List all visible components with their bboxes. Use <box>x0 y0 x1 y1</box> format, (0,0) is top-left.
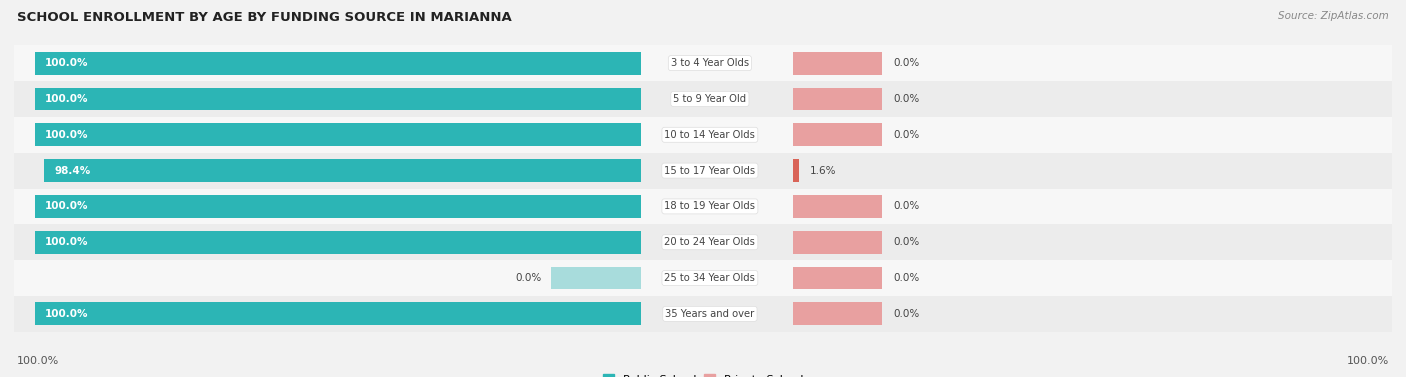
FancyBboxPatch shape <box>35 195 641 218</box>
Text: 0.0%: 0.0% <box>893 130 920 140</box>
Text: 1.6%: 1.6% <box>810 166 837 176</box>
FancyBboxPatch shape <box>793 87 882 110</box>
Text: SCHOOL ENROLLMENT BY AGE BY FUNDING SOURCE IN MARIANNA: SCHOOL ENROLLMENT BY AGE BY FUNDING SOUR… <box>17 11 512 24</box>
Text: 0.0%: 0.0% <box>893 94 920 104</box>
FancyBboxPatch shape <box>35 52 641 75</box>
Text: 100.0%: 100.0% <box>45 201 87 211</box>
Text: 0.0%: 0.0% <box>893 273 920 283</box>
Text: 15 to 17 Year Olds: 15 to 17 Year Olds <box>664 166 755 176</box>
Text: 20 to 24 Year Olds: 20 to 24 Year Olds <box>665 237 755 247</box>
Text: 98.4%: 98.4% <box>53 166 90 176</box>
Text: 100.0%: 100.0% <box>45 58 87 68</box>
FancyBboxPatch shape <box>793 159 799 182</box>
Text: 100.0%: 100.0% <box>1347 356 1389 366</box>
Legend: Public School, Private School: Public School, Private School <box>598 370 808 377</box>
FancyBboxPatch shape <box>35 87 641 110</box>
Text: 0.0%: 0.0% <box>893 237 920 247</box>
FancyBboxPatch shape <box>35 302 641 325</box>
FancyBboxPatch shape <box>793 123 882 146</box>
Text: 10 to 14 Year Olds: 10 to 14 Year Olds <box>665 130 755 140</box>
FancyBboxPatch shape <box>14 117 1392 153</box>
Text: Source: ZipAtlas.com: Source: ZipAtlas.com <box>1278 11 1389 21</box>
FancyBboxPatch shape <box>35 123 641 146</box>
FancyBboxPatch shape <box>14 45 1392 81</box>
Text: 100.0%: 100.0% <box>45 309 87 319</box>
FancyBboxPatch shape <box>793 52 882 75</box>
Text: 0.0%: 0.0% <box>893 58 920 68</box>
FancyBboxPatch shape <box>551 267 641 290</box>
FancyBboxPatch shape <box>793 302 882 325</box>
FancyBboxPatch shape <box>45 159 641 182</box>
FancyBboxPatch shape <box>14 81 1392 117</box>
FancyBboxPatch shape <box>793 267 882 290</box>
Text: 5 to 9 Year Old: 5 to 9 Year Old <box>673 94 747 104</box>
Text: 0.0%: 0.0% <box>893 309 920 319</box>
Text: 100.0%: 100.0% <box>45 237 87 247</box>
FancyBboxPatch shape <box>14 153 1392 188</box>
FancyBboxPatch shape <box>14 260 1392 296</box>
FancyBboxPatch shape <box>14 188 1392 224</box>
Text: 25 to 34 Year Olds: 25 to 34 Year Olds <box>665 273 755 283</box>
FancyBboxPatch shape <box>793 231 882 254</box>
FancyBboxPatch shape <box>14 224 1392 260</box>
FancyBboxPatch shape <box>14 296 1392 332</box>
Text: 35 Years and over: 35 Years and over <box>665 309 755 319</box>
Text: 0.0%: 0.0% <box>893 201 920 211</box>
FancyBboxPatch shape <box>793 195 882 218</box>
Text: 100.0%: 100.0% <box>17 356 59 366</box>
Text: 100.0%: 100.0% <box>45 130 87 140</box>
Text: 3 to 4 Year Olds: 3 to 4 Year Olds <box>671 58 749 68</box>
Text: 0.0%: 0.0% <box>516 273 541 283</box>
Text: 100.0%: 100.0% <box>45 94 87 104</box>
Text: 18 to 19 Year Olds: 18 to 19 Year Olds <box>665 201 755 211</box>
FancyBboxPatch shape <box>35 231 641 254</box>
